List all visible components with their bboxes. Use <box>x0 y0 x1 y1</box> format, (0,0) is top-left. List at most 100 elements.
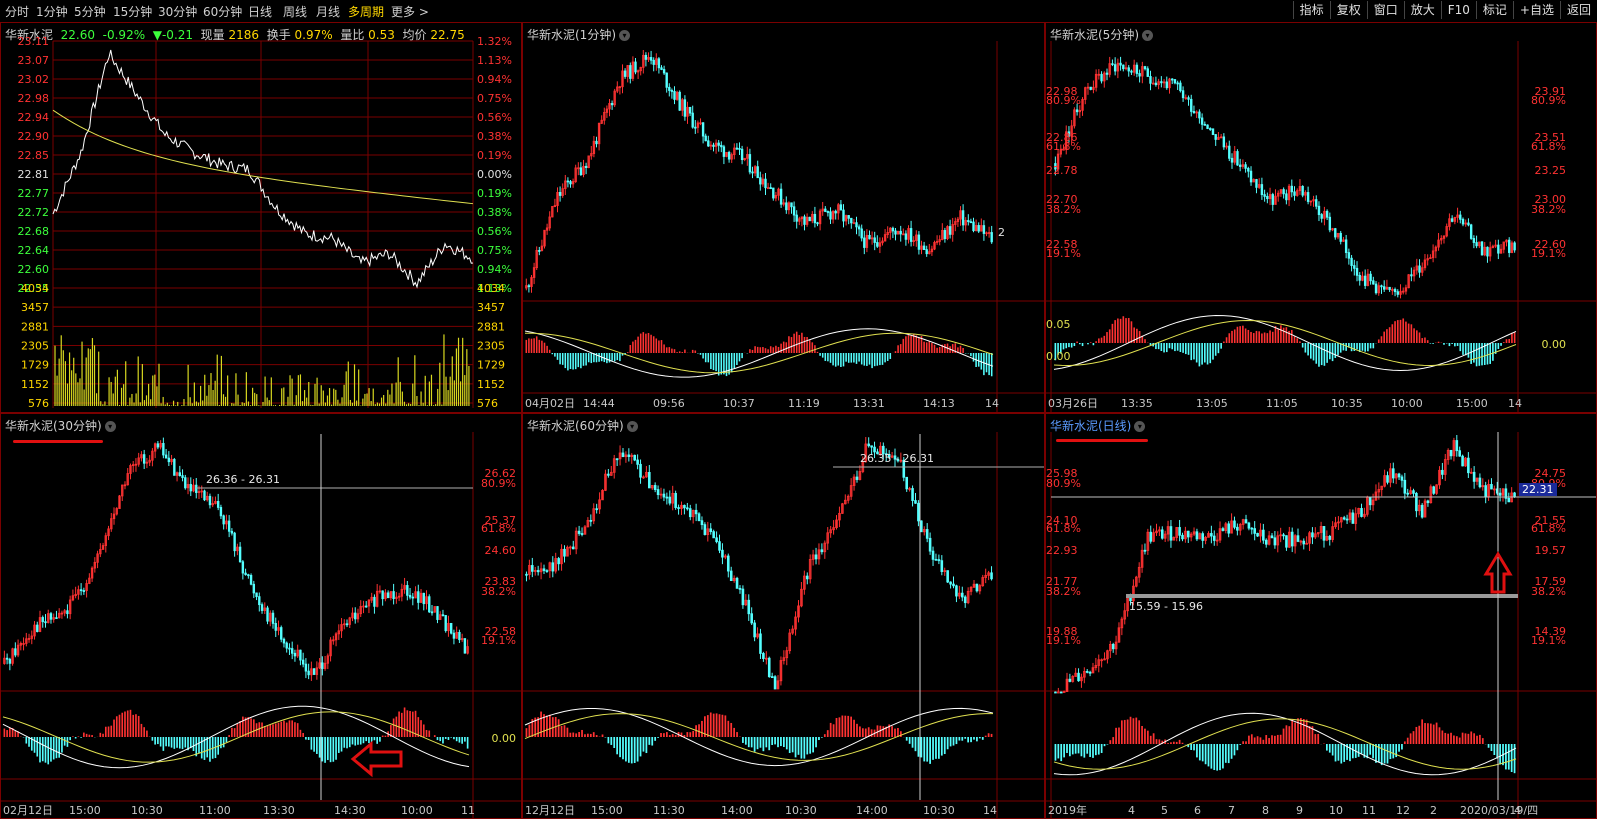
candle <box>1488 247 1492 257</box>
candle <box>951 224 954 235</box>
daily-panel[interactable]: 25.98 80.9% 24.10 61.8% 22.93 21.77 38.2% 19.88… <box>1045 413 1597 819</box>
candle <box>747 599 751 615</box>
candle <box>935 241 939 243</box>
candle <box>1088 671 1092 674</box>
candle <box>1120 618 1124 629</box>
candle <box>797 605 800 618</box>
candle <box>1184 97 1188 100</box>
candle <box>1459 214 1462 220</box>
candle <box>653 485 657 490</box>
candle <box>538 250 541 252</box>
dropdown-icon[interactable]: ▾ <box>1134 421 1146 432</box>
candle <box>1062 148 1065 151</box>
daily-title[interactable]: 华新水泥(日线) ▾ <box>1050 417 1146 434</box>
zoom-button[interactable]: 放大 <box>1403 1 1441 19</box>
candle <box>227 520 231 532</box>
candle <box>826 532 830 544</box>
candle <box>662 69 666 74</box>
candle <box>1070 125 1073 137</box>
candle <box>925 249 928 255</box>
f10-button[interactable]: F10 <box>1440 1 1476 19</box>
thirty-minute-panel[interactable]: 26.62 80.9% 25.37 61.8% 24.60 23.83 38.2% 22.58… <box>0 413 522 819</box>
candle <box>1308 532 1311 544</box>
candle <box>1407 274 1410 289</box>
tab-1min[interactable]: 1分钟 <box>36 5 68 19</box>
candle <box>66 610 69 615</box>
candle <box>244 572 247 576</box>
five-minute-title[interactable]: 华新水泥(5分钟) ▾ <box>1050 26 1153 43</box>
tab-15min[interactable]: 15分钟 <box>113 5 153 19</box>
indicator-button[interactable]: 指标 <box>1292 1 1330 19</box>
candle <box>839 204 843 211</box>
one-minute-panel[interactable]: 2 04月02日 14:44 09:56 10:37 11:19 13:31 14:13 14 … <box>522 22 1045 413</box>
tab-daily[interactable]: 日线 <box>248 5 273 19</box>
thirty-minute-title[interactable]: 华新水泥(30分钟) ▾ <box>5 417 116 434</box>
one-minute-title[interactable]: 华新水泥(1分钟) ▾ <box>527 26 630 43</box>
candle <box>5 657 9 660</box>
candle <box>987 232 991 234</box>
candle <box>818 210 822 225</box>
candle <box>397 595 401 598</box>
candle <box>727 151 731 160</box>
candle <box>1426 500 1430 504</box>
candle <box>101 545 105 550</box>
candle <box>1391 468 1395 479</box>
candle <box>803 216 806 225</box>
sixty-minute-panel[interactable]: 12月12日 15:00 11:30 14:00 10:30 14:00 10:30 14 华… <box>522 413 1045 819</box>
intraday-panel[interactable]: 华新水泥 22.60 -0.92% ▼-0.21 现量 2186 换手 0.97… <box>0 22 522 413</box>
candle <box>605 108 609 113</box>
candle <box>400 588 404 597</box>
five-minute-panel[interactable]: 22.98 80.9% 22.86 61.8% 22.78 22.70 38.2% 22.58… <box>1045 22 1597 413</box>
tab-60min[interactable]: 60分钟 <box>203 5 243 19</box>
candle <box>865 234 869 248</box>
candle <box>978 585 982 592</box>
tab-multi-period[interactable]: 多周期 <box>348 5 385 19</box>
dea-line <box>1053 718 1517 770</box>
adjust-button[interactable]: 复权 <box>1329 1 1367 19</box>
candle <box>1230 157 1234 163</box>
candle <box>112 513 116 520</box>
pct-tick-label: 1.13% <box>477 282 512 295</box>
candle <box>1160 529 1164 539</box>
candle <box>14 648 17 656</box>
candle <box>1268 194 1272 200</box>
candle <box>1363 513 1366 517</box>
candle <box>1491 245 1495 249</box>
candle <box>981 577 985 587</box>
back-button[interactable]: 返回 <box>1559 1 1597 19</box>
candle <box>1279 189 1283 194</box>
candle <box>1247 522 1251 529</box>
dropdown-icon[interactable]: ▾ <box>1142 30 1153 41</box>
tab-30min[interactable]: 30分钟 <box>158 5 198 19</box>
candle <box>660 67 663 70</box>
candle <box>642 54 645 68</box>
dropdown-icon[interactable]: ▾ <box>619 30 630 41</box>
candle <box>1302 540 1306 545</box>
candle <box>30 635 33 639</box>
tab-5min[interactable]: 5分钟 <box>74 5 106 19</box>
tab-timeshare[interactable]: 分时 <box>5 5 30 19</box>
mark-button[interactable]: 标记 <box>1475 1 1513 19</box>
candle <box>1241 519 1245 525</box>
candle <box>208 495 212 506</box>
candle <box>1249 170 1253 183</box>
candle <box>1380 485 1384 490</box>
candle <box>1483 246 1486 256</box>
dropdown-icon[interactable]: ▾ <box>626 421 638 432</box>
right-tick-label: 19.57 <box>1535 544 1567 557</box>
dropdown-icon[interactable]: ▾ <box>104 421 116 432</box>
add-watchlist-button[interactable]: +自选 <box>1512 1 1560 19</box>
sixty-minute-title[interactable]: 华新水泥(60分钟) ▾ <box>527 417 638 434</box>
pct-tick-label: 0.19% <box>477 149 512 162</box>
candle <box>917 502 920 522</box>
dif-line <box>2 705 470 769</box>
tab-monthly[interactable]: 月线 <box>316 5 341 19</box>
candle <box>126 473 129 486</box>
candle <box>868 234 871 240</box>
candle <box>1505 239 1508 243</box>
tab-weekly[interactable]: 周线 <box>283 5 308 19</box>
tab-more[interactable]: 更多 > <box>391 3 429 20</box>
window-button[interactable]: 窗口 <box>1366 1 1404 19</box>
candle <box>675 91 679 100</box>
candle <box>1230 520 1233 534</box>
